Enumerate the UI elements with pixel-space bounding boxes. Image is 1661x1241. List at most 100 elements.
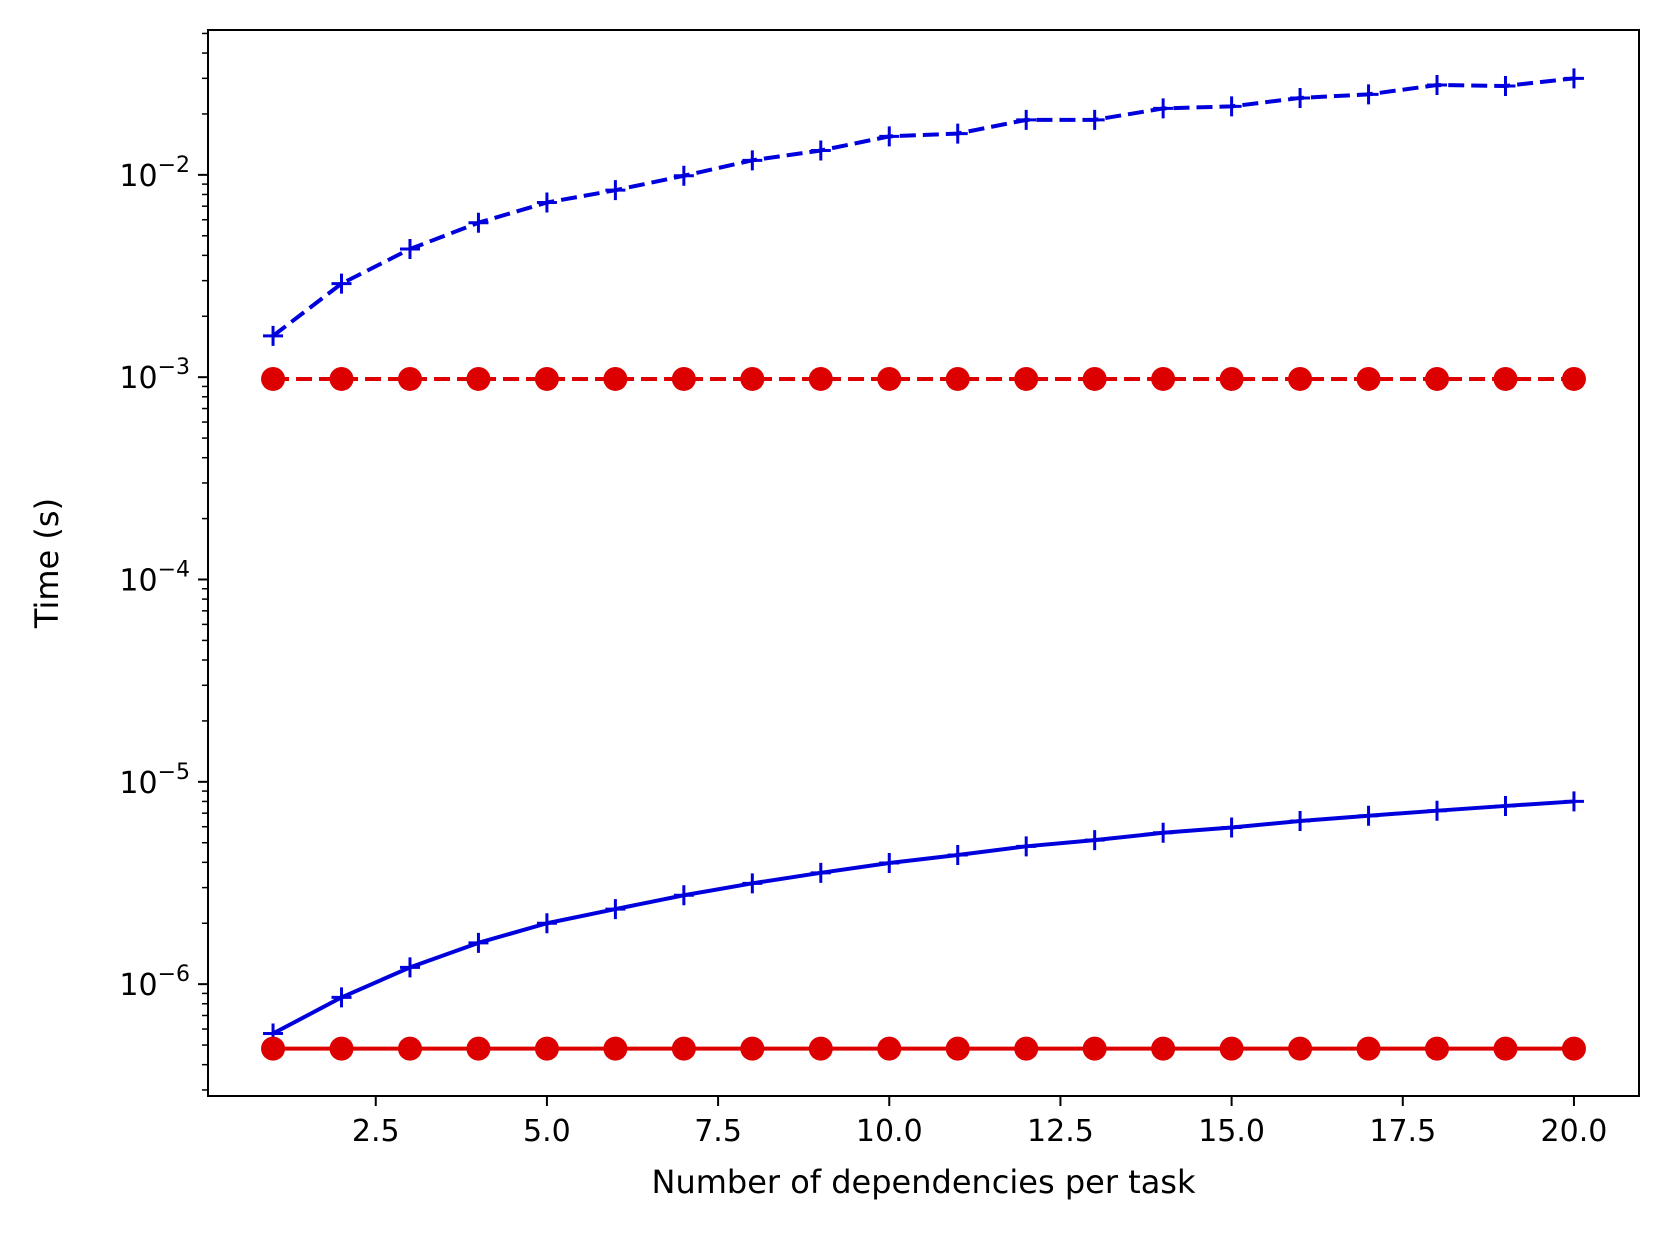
data-point (1219, 1036, 1244, 1061)
data-point (261, 366, 286, 391)
data-point (945, 366, 970, 391)
data-point (879, 853, 900, 873)
data-point (877, 1036, 902, 1061)
data-point (329, 1036, 354, 1061)
data-point (399, 239, 420, 260)
data-point (1427, 800, 1448, 821)
series-1 (263, 68, 1584, 346)
data-point (329, 366, 354, 391)
data-point (1219, 366, 1244, 391)
data-point (1014, 366, 1039, 391)
data-point (468, 932, 489, 953)
data-point (331, 273, 352, 294)
data-point (1493, 366, 1518, 391)
data-point (331, 987, 352, 1008)
y-tick-label: 10−6 (119, 962, 190, 1003)
data-point (1495, 75, 1516, 96)
data-point (1016, 836, 1037, 857)
data-point (671, 366, 696, 391)
data-point (810, 862, 831, 883)
y-axis-label: Time (s) (28, 498, 66, 629)
data-point (742, 150, 763, 171)
data-point (1014, 1036, 1039, 1061)
data-point (1151, 366, 1176, 391)
data-point (1290, 87, 1311, 108)
data-point (1082, 1036, 1107, 1061)
data-point (740, 366, 765, 391)
data-point (468, 212, 489, 233)
data-point (879, 126, 900, 147)
data-point (397, 1036, 422, 1061)
data-point (1563, 791, 1584, 812)
x-tick-label: 2.5 (352, 1114, 400, 1149)
data-point (1288, 366, 1313, 391)
data-point (399, 957, 420, 978)
data-point (534, 366, 559, 391)
y-tick-label: 10−4 (119, 558, 190, 599)
data-point (877, 366, 902, 391)
data-point (1288, 1036, 1313, 1061)
x-axis-label: Number of dependencies per task (652, 1163, 1196, 1201)
data-point (1153, 822, 1174, 843)
data-point (1425, 1036, 1450, 1061)
axes-frame (207, 29, 1640, 1097)
data-point (534, 1036, 559, 1061)
data-point (466, 366, 491, 391)
data-point (1427, 75, 1448, 96)
data-point (810, 140, 831, 161)
series-4 (261, 1036, 1586, 1061)
data-point (945, 1036, 970, 1061)
data-point (808, 366, 833, 391)
x-tick-label: 5.0 (523, 1114, 571, 1149)
y-tick-label: 10−5 (119, 760, 190, 801)
data-point (1563, 68, 1584, 89)
data-point (1153, 98, 1174, 119)
data-point (1016, 109, 1037, 130)
x-tick-label: 10.0 (856, 1114, 923, 1149)
x-tick-label: 17.5 (1369, 1114, 1436, 1149)
series-3 (263, 791, 1584, 1044)
data-point (740, 1036, 765, 1061)
x-tick-label: 7.5 (694, 1114, 742, 1149)
data-point (1084, 830, 1105, 851)
data-point (605, 899, 626, 920)
data-point (808, 1036, 833, 1061)
series-2 (261, 366, 1586, 391)
data-point (947, 123, 968, 144)
data-point (1425, 366, 1450, 391)
data-point (1358, 805, 1379, 826)
series-line (271, 76, 1575, 338)
data-point (1221, 817, 1242, 838)
data-point (261, 1036, 286, 1061)
data-point (1561, 366, 1586, 391)
y-tick-label: 10−3 (119, 355, 190, 396)
data-point (536, 913, 557, 934)
data-point (1493, 1036, 1518, 1061)
x-tick-label: 15.0 (1198, 1114, 1265, 1149)
data-point (673, 885, 694, 906)
data-point (605, 180, 626, 201)
data-point (1290, 811, 1311, 832)
series-line (272, 799, 1575, 1036)
data-point (1358, 84, 1379, 105)
data-point (1356, 1036, 1381, 1061)
data-point (742, 873, 763, 894)
data-point (536, 192, 557, 213)
data-point (603, 366, 628, 391)
data-point (1084, 109, 1105, 130)
data-point (1561, 1036, 1586, 1061)
plot-area (261, 68, 1586, 1061)
data-point (673, 165, 694, 186)
data-point (263, 325, 284, 346)
y-tick-label: 10−2 (119, 153, 190, 194)
x-tick-label: 20.0 (1541, 1114, 1608, 1149)
data-point (1082, 366, 1107, 391)
data-point (1151, 1036, 1176, 1061)
data-point (603, 1036, 628, 1061)
data-point (671, 1036, 696, 1061)
data-point (1356, 366, 1381, 391)
x-tick-label: 12.5 (1027, 1114, 1094, 1149)
data-point (397, 366, 422, 391)
data-point (466, 1036, 491, 1061)
